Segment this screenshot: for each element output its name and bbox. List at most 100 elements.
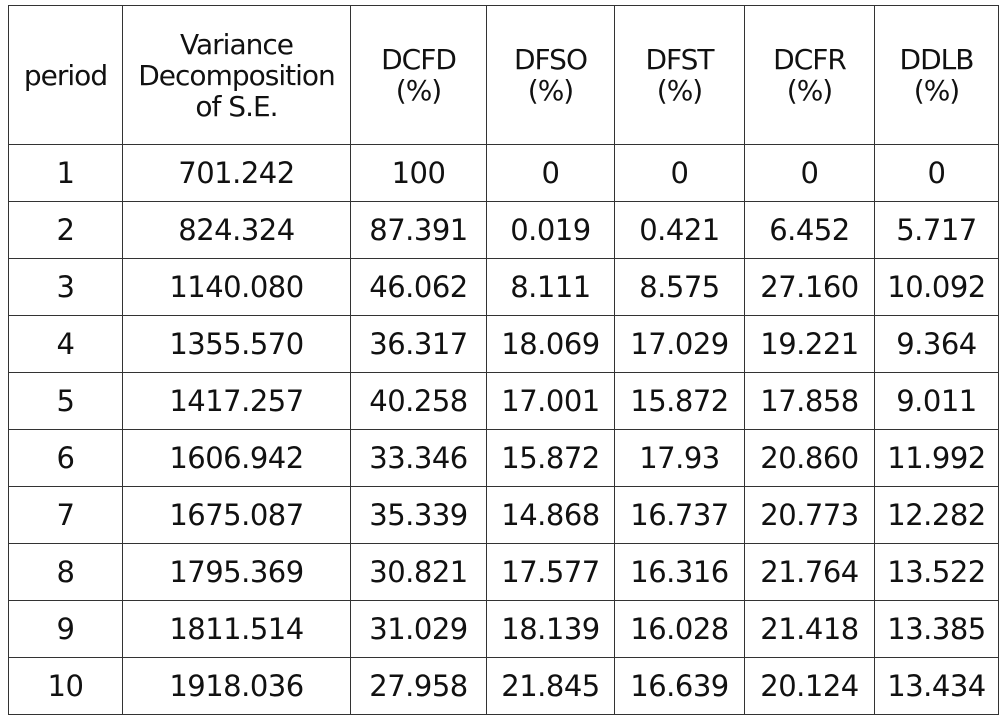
- cell-variance-se: 1811.514: [122, 600, 351, 658]
- cell-dcfr: 27.160: [744, 258, 875, 316]
- cell-variance-se: 1140.080: [122, 258, 351, 316]
- table-row: 2 824.324 87.391 0.019 0.421 6.452 5.717: [8, 201, 999, 259]
- variance-decomposition-table: period Variance Decomposition of S.E. DC…: [8, 5, 999, 715]
- cell-variance-se: 1795.369: [122, 543, 351, 601]
- table-row: 5 1417.257 40.258 17.001 15.872 17.858 9…: [8, 372, 999, 430]
- header-dfst: DFST (%): [614, 5, 745, 145]
- cell-dfso: 0.019: [486, 201, 615, 259]
- cell-dfst: 16.639: [614, 657, 745, 715]
- cell-dcfd: 100: [350, 144, 487, 202]
- header-line: of S.E.: [195, 89, 278, 123]
- cell-period: 5: [8, 372, 123, 430]
- cell-dfst: 0.421: [614, 201, 745, 259]
- cell-period: 8: [8, 543, 123, 601]
- cell-period: 1: [8, 144, 123, 202]
- cell-variance-se: 1606.942: [122, 429, 351, 487]
- cell-dfst: 17.93: [614, 429, 745, 487]
- cell-dfso: 18.069: [486, 315, 615, 373]
- cell-period: 6: [8, 429, 123, 487]
- header-line: (%): [395, 74, 442, 107]
- header-line: period: [23, 58, 108, 92]
- header-variance-decomposition: Variance Decomposition of S.E.: [122, 5, 351, 145]
- cell-dfst: 8.575: [614, 258, 745, 316]
- cell-dcfr: 21.764: [744, 543, 875, 601]
- header-dfso: DFSO (%): [486, 5, 615, 145]
- cell-ddlb: 10.092: [874, 258, 999, 316]
- cell-dcfd: 35.339: [350, 486, 487, 544]
- header-ddlb: DDLB (%): [874, 5, 999, 145]
- table-row: 8 1795.369 30.821 17.577 16.316 21.764 1…: [8, 543, 999, 601]
- cell-dcfd: 36.317: [350, 315, 487, 373]
- table-row: 6 1606.942 33.346 15.872 17.93 20.860 11…: [8, 429, 999, 487]
- cell-dfso: 15.872: [486, 429, 615, 487]
- cell-ddlb: 0: [874, 144, 999, 202]
- cell-dfso: 17.577: [486, 543, 615, 601]
- header-line: (%): [786, 74, 833, 107]
- header-row: period Variance Decomposition of S.E. DC…: [8, 5, 999, 145]
- header-dcfd: DCFD (%): [350, 5, 487, 145]
- header-line: (%): [913, 74, 960, 107]
- cell-ddlb: 12.282: [874, 486, 999, 544]
- header-line: DCFR: [773, 43, 847, 76]
- cell-variance-se: 1675.087: [122, 486, 351, 544]
- table-row: 9 1811.514 31.029 18.139 16.028 21.418 1…: [8, 600, 999, 658]
- header-line: Variance: [180, 27, 294, 61]
- table-row: 3 1140.080 46.062 8.111 8.575 27.160 10.…: [8, 258, 999, 316]
- header-line: (%): [656, 74, 703, 107]
- cell-dcfd: 31.029: [350, 600, 487, 658]
- cell-variance-se: 1417.257: [122, 372, 351, 430]
- header-line: DFST: [645, 43, 714, 76]
- cell-ddlb: 11.992: [874, 429, 999, 487]
- cell-dfst: 15.872: [614, 372, 745, 430]
- cell-variance-se: 1355.570: [122, 315, 351, 373]
- cell-dcfr: 6.452: [744, 201, 875, 259]
- cell-variance-se: 824.324: [122, 201, 351, 259]
- header-line: DDLB: [899, 43, 975, 76]
- cell-dcfr: 20.124: [744, 657, 875, 715]
- cell-period: 3: [8, 258, 123, 316]
- cell-period: 2: [8, 201, 123, 259]
- header-period: period: [8, 5, 123, 145]
- cell-dcfd: 27.958: [350, 657, 487, 715]
- cell-dfso: 14.868: [486, 486, 615, 544]
- cell-dcfd: 40.258: [350, 372, 487, 430]
- cell-dfso: 18.139: [486, 600, 615, 658]
- cell-dcfd: 46.062: [350, 258, 487, 316]
- cell-dfst: 0: [614, 144, 745, 202]
- cell-dcfr: 20.860: [744, 429, 875, 487]
- table-row: 7 1675.087 35.339 14.868 16.737 20.773 1…: [8, 486, 999, 544]
- header-line: Decomposition: [138, 58, 336, 92]
- cell-dfso: 0: [486, 144, 615, 202]
- cell-dfso: 8.111: [486, 258, 615, 316]
- cell-period: 9: [8, 600, 123, 658]
- table-row: 10 1918.036 27.958 21.845 16.639 20.124 …: [8, 657, 999, 715]
- cell-dcfr: 21.418: [744, 600, 875, 658]
- cell-dcfr: 0: [744, 144, 875, 202]
- cell-dcfr: 17.858: [744, 372, 875, 430]
- header-line: DFSO: [514, 43, 588, 76]
- cell-dcfr: 20.773: [744, 486, 875, 544]
- cell-dfst: 17.029: [614, 315, 745, 373]
- cell-variance-se: 701.242: [122, 144, 351, 202]
- cell-dfst: 16.028: [614, 600, 745, 658]
- cell-dcfd: 33.346: [350, 429, 487, 487]
- cell-ddlb: 13.434: [874, 657, 999, 715]
- cell-dcfr: 19.221: [744, 315, 875, 373]
- header-dcfr: DCFR (%): [744, 5, 875, 145]
- cell-period: 7: [8, 486, 123, 544]
- cell-period: 10: [8, 657, 123, 715]
- cell-dfso: 21.845: [486, 657, 615, 715]
- cell-ddlb: 13.385: [874, 600, 999, 658]
- cell-ddlb: 9.011: [874, 372, 999, 430]
- header-line: DCFD: [381, 43, 457, 76]
- cell-dfst: 16.316: [614, 543, 745, 601]
- cell-period: 4: [8, 315, 123, 373]
- header-line: (%): [527, 74, 574, 107]
- table-row: 4 1355.570 36.317 18.069 17.029 19.221 9…: [8, 315, 999, 373]
- cell-dfst: 16.737: [614, 486, 745, 544]
- cell-dfso: 17.001: [486, 372, 615, 430]
- cell-ddlb: 9.364: [874, 315, 999, 373]
- cell-dcfd: 87.391: [350, 201, 487, 259]
- cell-dcfd: 30.821: [350, 543, 487, 601]
- table-row: 1 701.242 100 0 0 0 0: [8, 144, 999, 202]
